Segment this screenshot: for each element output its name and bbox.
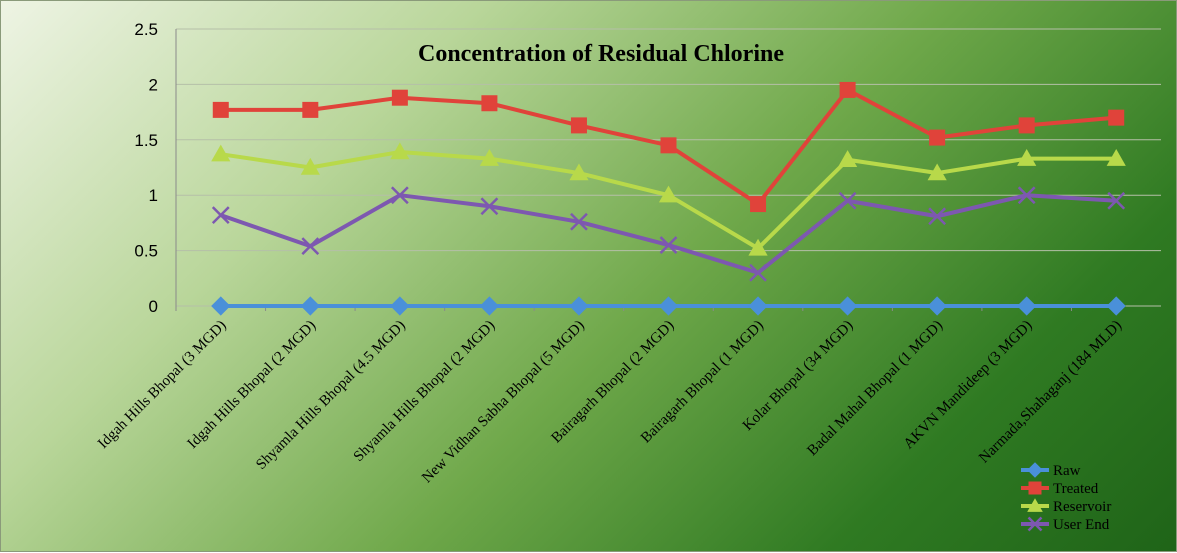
data-point-raw: [658, 296, 679, 316]
legend-label: Reservoir: [1053, 499, 1111, 515]
data-point-reservoir: [569, 163, 589, 181]
data-point-treated: [302, 101, 319, 118]
y-tick-label: 1.5: [134, 131, 158, 150]
y-tick-label: 1: [149, 186, 158, 205]
data-point-user-end: [390, 186, 409, 205]
data-point-reservoir: [658, 185, 679, 203]
data-point-treated: [929, 129, 946, 146]
y-tick-label: 0.5: [134, 242, 158, 261]
data-point-reservoir: [1017, 149, 1037, 166]
data-point-raw: [1017, 296, 1037, 316]
series-line-user-end: [220, 193, 1117, 275]
data-point-raw: [211, 296, 231, 316]
data-point-treated: [1018, 117, 1035, 134]
legend-item-user-end: User End: [1021, 516, 1110, 533]
legend-item-reservoir: Reservoir: [1021, 498, 1111, 515]
series-lines: [211, 81, 1126, 316]
data-point-raw: [569, 296, 589, 316]
data-point-treated: [660, 137, 677, 154]
data-point-user-end: [570, 212, 588, 231]
data-point-reservoir: [748, 238, 768, 256]
gridlines: [176, 28, 1161, 307]
data-point-raw: [1106, 296, 1126, 316]
data-point-treated: [391, 89, 408, 106]
data-point-raw: [837, 296, 858, 316]
x-tick-label: New Vidhan Sabha Bhopal (5 MGD): [419, 318, 588, 487]
series-user-end: [211, 186, 1126, 282]
data-point-user-end: [838, 191, 857, 210]
data-point-raw: [748, 296, 768, 316]
data-point-user-end: [480, 197, 499, 216]
y-tick-label: 2: [149, 75, 158, 94]
series-treated: [212, 81, 1125, 213]
data-point-reservoir: [300, 157, 320, 175]
y-tick-label: 0: [149, 297, 158, 316]
data-point-user-end: [211, 206, 230, 225]
chart-title: Concentration of Residual Chlorine: [418, 41, 784, 67]
legend-marker: [1028, 481, 1042, 495]
data-point-treated: [750, 196, 767, 213]
data-point-user-end: [928, 207, 947, 226]
legend-label: Raw: [1053, 463, 1081, 479]
data-point-treated: [839, 81, 856, 98]
legend-marker: [1027, 498, 1043, 512]
x-tick-label: Narmada,Shahaganj (184 MLD): [976, 318, 1125, 467]
data-point-treated: [1108, 109, 1125, 126]
data-point-treated: [481, 95, 498, 112]
legend-item-treated: Treated: [1021, 481, 1099, 497]
data-point-reservoir: [390, 142, 410, 160]
legend-marker: [1027, 462, 1043, 478]
data-point-reservoir: [211, 144, 231, 162]
data-point-user-end: [749, 263, 767, 282]
data-point-raw: [927, 296, 947, 316]
series-raw: [211, 296, 1126, 316]
series-reservoir: [211, 142, 1126, 256]
legend-marker: [1027, 516, 1043, 532]
y-tick-label: 2.5: [134, 20, 158, 39]
data-point-user-end: [659, 236, 678, 254]
x-tick-label: Shyamla Hills Bhopal (2 MGD): [351, 318, 498, 465]
data-point-treated: [212, 101, 229, 118]
data-point-user-end: [1017, 186, 1036, 205]
legend: Raw Treated Reservoir User End: [1021, 462, 1111, 533]
data-point-raw: [300, 296, 320, 316]
data-point-raw: [479, 296, 500, 316]
data-point-user-end: [1107, 191, 1126, 210]
data-point-reservoir: [1106, 149, 1126, 166]
legend-label: Treated: [1053, 481, 1099, 497]
legend-item-raw: Raw: [1021, 462, 1081, 479]
data-point-raw: [390, 296, 410, 316]
legend-label: User End: [1053, 517, 1110, 533]
data-point-user-end: [301, 237, 320, 256]
x-tick-label: Shyamla Hills Bhopal (4.5 MGD): [253, 318, 408, 473]
data-point-reservoir: [837, 150, 858, 167]
data-point-treated: [570, 117, 587, 134]
data-point-reservoir: [927, 163, 947, 181]
data-point-reservoir: [479, 149, 500, 166]
